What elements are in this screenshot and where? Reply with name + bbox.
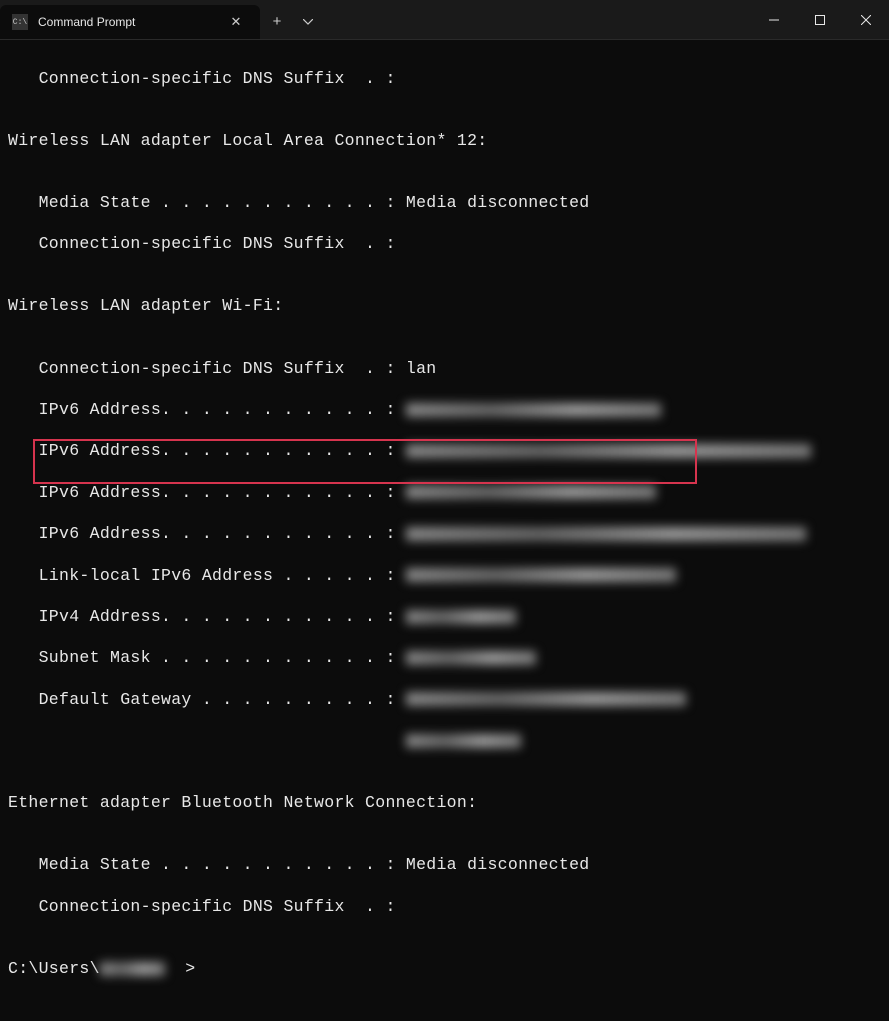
output-line: Connection-specific DNS Suffix . :	[8, 234, 889, 255]
output-line: Ethernet adapter Bluetooth Network Conne…	[8, 793, 889, 814]
maximize-button[interactable]	[797, 0, 843, 39]
redacted-value	[406, 444, 811, 458]
tab-close-button[interactable]: ✕	[224, 10, 248, 34]
output-line: Connection-specific DNS Suffix . :	[8, 69, 889, 90]
cmd-icon: C:\	[12, 14, 28, 30]
terminal-tab[interactable]: C:\ Command Prompt ✕	[0, 5, 260, 39]
redacted-value	[406, 610, 516, 624]
redacted-value	[406, 485, 656, 499]
output-line: Media State . . . . . . . . . . . : Medi…	[8, 855, 889, 876]
redacted-value	[406, 527, 806, 541]
output-line: IPv4 Address. . . . . . . . . . . :	[8, 607, 889, 628]
redacted-value	[406, 568, 676, 582]
new-tab-button[interactable]: +	[260, 5, 294, 39]
output-line: Default Gateway . . . . . . . . . :	[8, 690, 889, 711]
output-line: IPv6 Address. . . . . . . . . . . :	[8, 483, 889, 504]
output-line: Wireless LAN adapter Wi-Fi:	[8, 296, 889, 317]
redacted-value	[406, 734, 521, 748]
output-line: Connection-specific DNS Suffix . :	[8, 897, 889, 918]
output-line: Connection-specific DNS Suffix . : lan	[8, 359, 889, 380]
output-line: IPv6 Address. . . . . . . . . . . :	[8, 441, 889, 462]
window-controls	[751, 0, 889, 39]
prompt-line: C:\Users\ >	[8, 959, 889, 980]
close-button[interactable]	[843, 0, 889, 39]
output-line	[8, 731, 889, 752]
title-bar: C:\ Command Prompt ✕ +	[0, 0, 889, 40]
titlebar-drag-region[interactable]	[322, 0, 751, 39]
output-line: Subnet Mask . . . . . . . . . . . :	[8, 648, 889, 669]
minimize-button[interactable]	[751, 0, 797, 39]
output-line: Link-local IPv6 Address . . . . . :	[8, 566, 889, 587]
redacted-value	[406, 651, 536, 665]
redacted-value	[406, 692, 686, 706]
tab-title: Command Prompt	[38, 15, 224, 29]
tab-dropdown-button[interactable]	[294, 5, 322, 39]
redacted-value	[406, 403, 661, 417]
redacted-value	[100, 962, 165, 976]
terminal-content[interactable]: Connection-specific DNS Suffix . : Wirel…	[0, 40, 889, 1021]
output-line: IPv6 Address. . . . . . . . . . . :	[8, 524, 889, 545]
output-line: Media State . . . . . . . . . . . : Medi…	[8, 193, 889, 214]
output-line: Wireless LAN adapter Local Area Connecti…	[8, 131, 889, 152]
output-line: IPv6 Address. . . . . . . . . . . :	[8, 400, 889, 421]
